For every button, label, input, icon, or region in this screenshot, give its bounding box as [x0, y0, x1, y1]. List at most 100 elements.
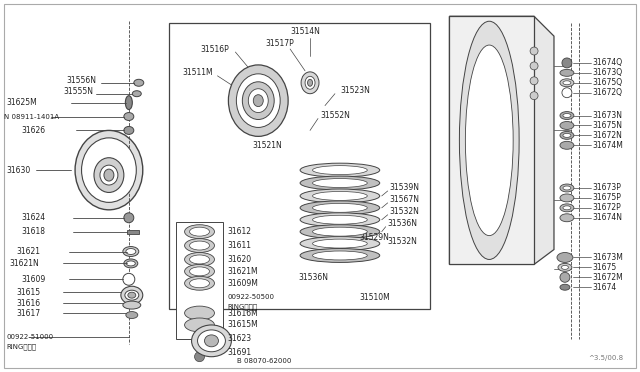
Ellipse shape	[123, 247, 139, 256]
Ellipse shape	[312, 227, 367, 236]
Text: 31617: 31617	[17, 308, 40, 318]
Text: 31672Q: 31672Q	[593, 88, 623, 97]
Ellipse shape	[184, 276, 214, 290]
Circle shape	[195, 352, 205, 362]
Ellipse shape	[560, 284, 570, 290]
Text: B 08070-62000: B 08070-62000	[237, 358, 292, 364]
Ellipse shape	[189, 255, 209, 264]
Text: 31615M: 31615M	[227, 320, 258, 330]
Circle shape	[124, 213, 134, 223]
Text: 31621M: 31621M	[227, 267, 258, 276]
Bar	[127, 230, 139, 234]
Ellipse shape	[560, 69, 574, 76]
Ellipse shape	[121, 286, 143, 304]
Text: 31612: 31612	[227, 227, 252, 236]
Ellipse shape	[191, 325, 232, 357]
Text: 31536N: 31536N	[298, 273, 328, 282]
Ellipse shape	[94, 158, 124, 192]
Ellipse shape	[243, 82, 274, 119]
Ellipse shape	[132, 91, 141, 97]
Ellipse shape	[560, 79, 574, 87]
Text: 31536N: 31536N	[388, 219, 418, 228]
Ellipse shape	[312, 215, 367, 224]
Text: 31674N: 31674N	[593, 213, 623, 222]
Ellipse shape	[248, 89, 268, 113]
Ellipse shape	[126, 261, 135, 266]
Text: RINGリング: RINGリング	[227, 304, 257, 310]
Text: 31625M: 31625M	[6, 98, 37, 107]
Text: 31532N: 31532N	[388, 237, 417, 246]
Text: 00922-51000: 00922-51000	[6, 334, 54, 340]
Text: 31611: 31611	[227, 241, 252, 250]
Ellipse shape	[184, 306, 214, 320]
Ellipse shape	[184, 225, 214, 238]
Ellipse shape	[312, 203, 367, 212]
Text: 31674M: 31674M	[593, 141, 624, 150]
Text: 31673N: 31673N	[593, 111, 623, 120]
Ellipse shape	[124, 259, 138, 268]
Ellipse shape	[560, 204, 574, 212]
Text: 31529N: 31529N	[360, 233, 390, 242]
Ellipse shape	[189, 279, 209, 288]
Ellipse shape	[124, 113, 134, 121]
Text: 31672N: 31672N	[593, 131, 623, 140]
Ellipse shape	[126, 248, 136, 254]
Text: 31626: 31626	[21, 126, 45, 135]
Ellipse shape	[560, 122, 574, 129]
Ellipse shape	[128, 292, 136, 298]
Text: 31621: 31621	[17, 247, 40, 256]
Text: 31616: 31616	[17, 299, 40, 308]
Ellipse shape	[563, 206, 571, 210]
Ellipse shape	[465, 45, 513, 235]
Text: 31521N: 31521N	[252, 141, 282, 150]
Text: 31567N: 31567N	[390, 195, 420, 204]
Ellipse shape	[300, 189, 380, 203]
Ellipse shape	[198, 330, 225, 352]
Text: 31556N: 31556N	[66, 76, 96, 85]
Text: 31514N: 31514N	[290, 27, 320, 36]
Ellipse shape	[228, 65, 288, 137]
Text: 00922-50500: 00922-50500	[227, 294, 275, 300]
Text: RINGリング: RINGリング	[6, 343, 36, 350]
Text: 31674: 31674	[593, 283, 617, 292]
Ellipse shape	[460, 21, 519, 259]
Text: 31674Q: 31674Q	[593, 58, 623, 67]
Circle shape	[530, 92, 538, 100]
Ellipse shape	[236, 74, 280, 128]
Ellipse shape	[557, 253, 573, 262]
Circle shape	[562, 58, 572, 68]
Ellipse shape	[563, 186, 571, 190]
Ellipse shape	[558, 263, 572, 271]
Text: 31675: 31675	[593, 263, 617, 272]
Text: 31615: 31615	[17, 288, 40, 297]
Circle shape	[530, 47, 538, 55]
Text: 31675Q: 31675Q	[593, 78, 623, 87]
Ellipse shape	[312, 166, 367, 174]
Text: 31620: 31620	[227, 255, 252, 264]
Ellipse shape	[184, 253, 214, 266]
Text: 31623: 31623	[227, 334, 252, 343]
Ellipse shape	[134, 79, 144, 86]
Ellipse shape	[104, 169, 114, 181]
Ellipse shape	[184, 238, 214, 253]
Ellipse shape	[184, 264, 214, 278]
Ellipse shape	[563, 113, 571, 118]
Ellipse shape	[81, 138, 136, 202]
Ellipse shape	[253, 95, 263, 107]
Circle shape	[530, 77, 538, 85]
Ellipse shape	[563, 134, 571, 137]
Text: 31616M: 31616M	[227, 308, 258, 318]
Circle shape	[530, 62, 538, 70]
Ellipse shape	[312, 239, 367, 248]
Text: 31618: 31618	[21, 227, 45, 236]
Text: 31675N: 31675N	[593, 121, 623, 130]
Ellipse shape	[560, 184, 574, 192]
Ellipse shape	[560, 214, 574, 222]
Text: 31673P: 31673P	[593, 183, 621, 192]
Text: 31523N: 31523N	[340, 86, 370, 95]
Text: 31624: 31624	[21, 213, 45, 222]
Text: 31621N: 31621N	[10, 259, 39, 268]
Text: 31539N: 31539N	[390, 183, 420, 192]
Ellipse shape	[300, 201, 380, 215]
Ellipse shape	[312, 179, 367, 187]
